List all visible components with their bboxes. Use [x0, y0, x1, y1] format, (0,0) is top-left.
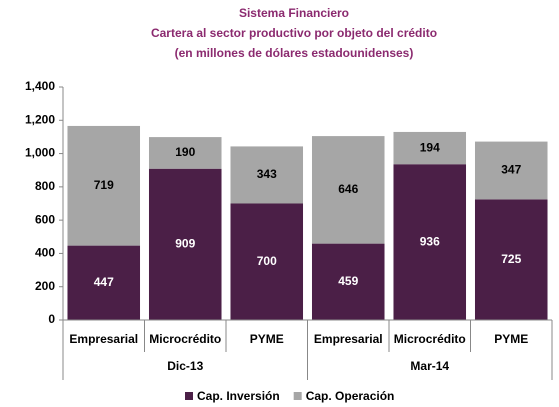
data-label: 459 [338, 274, 358, 288]
bar-segment [474, 141, 548, 200]
bar-segment [230, 203, 304, 320]
data-label: 936 [420, 234, 440, 248]
data-label: 909 [175, 237, 195, 251]
bar-segment [393, 164, 467, 320]
y-tick-label: 400 [35, 246, 55, 260]
data-label: 646 [338, 182, 358, 196]
bar-segment [67, 245, 141, 320]
y-tick-label: 1,000 [25, 146, 55, 160]
bar-segment [311, 243, 385, 320]
y-tick-label: 1,200 [25, 112, 55, 126]
bar-segment [474, 199, 548, 320]
data-label: 347 [501, 163, 521, 177]
y-tick-label: 0 [48, 312, 55, 326]
legend-label: Cap. Operación [306, 389, 395, 403]
bar-segment [393, 131, 467, 165]
data-label: 194 [420, 140, 440, 154]
x-tick-label: PYME [250, 332, 284, 346]
bar-segment [148, 168, 222, 320]
bar-segment [148, 137, 222, 169]
y-tick-label: 600 [35, 212, 55, 226]
legend-swatch [185, 392, 193, 400]
bar-segment [311, 136, 385, 244]
bar-segment [230, 146, 304, 204]
data-label: 700 [257, 254, 277, 268]
x-tick-label: PYME [494, 332, 528, 346]
data-label: 725 [501, 252, 521, 266]
chart-title: Sistema Financiero [239, 6, 349, 20]
data-label: 719 [94, 178, 114, 192]
y-tick-label: 800 [35, 179, 55, 193]
y-tick-label: 200 [35, 279, 55, 293]
x-tick-label: Empresarial [314, 332, 383, 346]
data-label: 447 [94, 275, 114, 289]
group-label: Mar-14 [410, 359, 449, 373]
legend-label: Cap. Inversión [197, 389, 280, 403]
x-tick-label: Microcrédito [394, 332, 466, 346]
legend-swatch [293, 392, 302, 400]
chart-subtitle: (en millones de dólares estadounidenses) [175, 46, 414, 60]
data-label: 343 [257, 167, 277, 181]
group-label: Dic-13 [167, 359, 203, 373]
data-label: 190 [175, 145, 195, 159]
y-tick-label: 1,400 [25, 79, 55, 93]
chart-subtitle: Cartera al sector productivo por objeto … [151, 26, 437, 40]
bar-segment [67, 125, 141, 246]
x-tick-label: Empresarial [69, 332, 138, 346]
x-tick-label: Microcrédito [149, 332, 221, 346]
